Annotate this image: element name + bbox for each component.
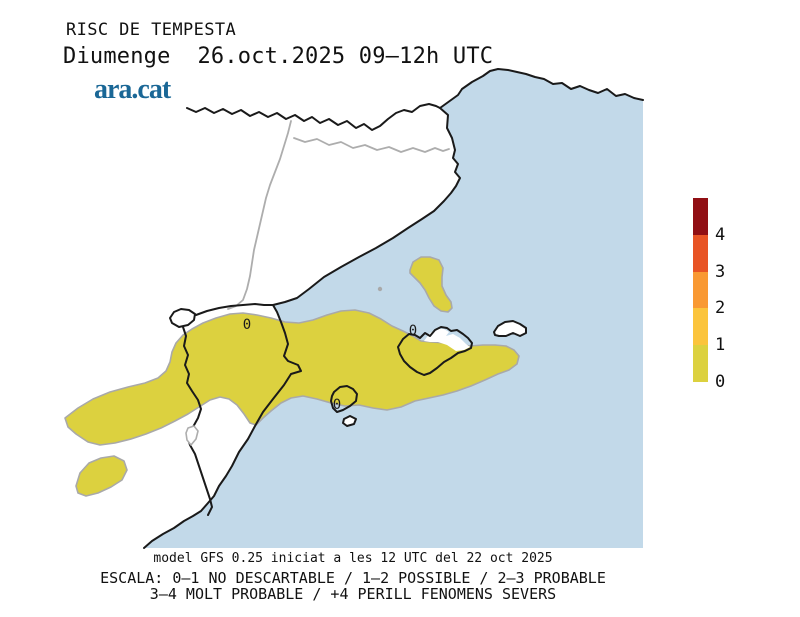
contour-label-0-ibiza: 0: [333, 397, 341, 413]
valencia-border-south: [182, 326, 213, 516]
risk-area-southwest: [75, 455, 128, 497]
aragon-border: [227, 120, 292, 310]
colorbar-segment-1-2: [693, 308, 708, 346]
formentera-island: [342, 415, 357, 427]
colorbar-tick-3: 3: [715, 262, 726, 282]
colorbar-segment-4plus: [693, 198, 708, 235]
risk-area-main: [64, 309, 520, 446]
model-run-info: model GFS 0.25 iniciat a les 12 UTC del …: [153, 551, 553, 566]
valencia-border-north: [195, 303, 274, 316]
risk-speck: [377, 286, 383, 292]
colorbar-tick-0: 0: [715, 372, 726, 392]
colorbar-segment-2-3: [693, 271, 708, 309]
grey-enclave: [185, 425, 199, 446]
date-subtitle: Diumenge 26.oct.2025 09–12h UTC: [63, 44, 494, 69]
girona-border: [293, 137, 450, 153]
scale-legend-line-1: ESCALA: 0–1 NO DESCARTABLE / 1–2 POSSIBL…: [100, 569, 606, 587]
page-title: RISC DE TEMPESTA: [66, 20, 237, 40]
border-enclave: [169, 308, 196, 328]
contour-labels: 0 0 0: [243, 317, 417, 413]
scale-legend-line-2: 3–4 MOLT PROBABLE / +4 PERILL FENOMENS S…: [149, 585, 557, 603]
colorbar-tick-2: 2: [715, 298, 726, 318]
ara-cat-logo: ara.cat: [94, 74, 171, 105]
mallorca-no-risk-patch: [424, 329, 470, 351]
risk-colorbar: [693, 198, 708, 382]
colorbar-tick-4: 4: [715, 225, 726, 245]
menorca-island: [493, 320, 527, 337]
admin-borders: [227, 120, 450, 310]
sea-area: [144, 69, 643, 548]
colorbar-segment-3-4: [693, 234, 708, 272]
region-borders: [182, 103, 441, 516]
colorbar-segment-0-1: [693, 345, 708, 382]
islands: [330, 320, 527, 427]
risk-area-sea-blob: [409, 256, 453, 313]
colorbar-tick-1: 1: [715, 335, 726, 355]
coastline: [143, 68, 644, 549]
contour-label-0-mallorca: 0: [409, 323, 417, 339]
france-border: [186, 103, 441, 131]
risk-areas: [64, 256, 520, 497]
ibiza-island: [330, 385, 358, 413]
contour-label-0-west: 0: [243, 317, 251, 333]
mallorca-island: [397, 326, 473, 376]
